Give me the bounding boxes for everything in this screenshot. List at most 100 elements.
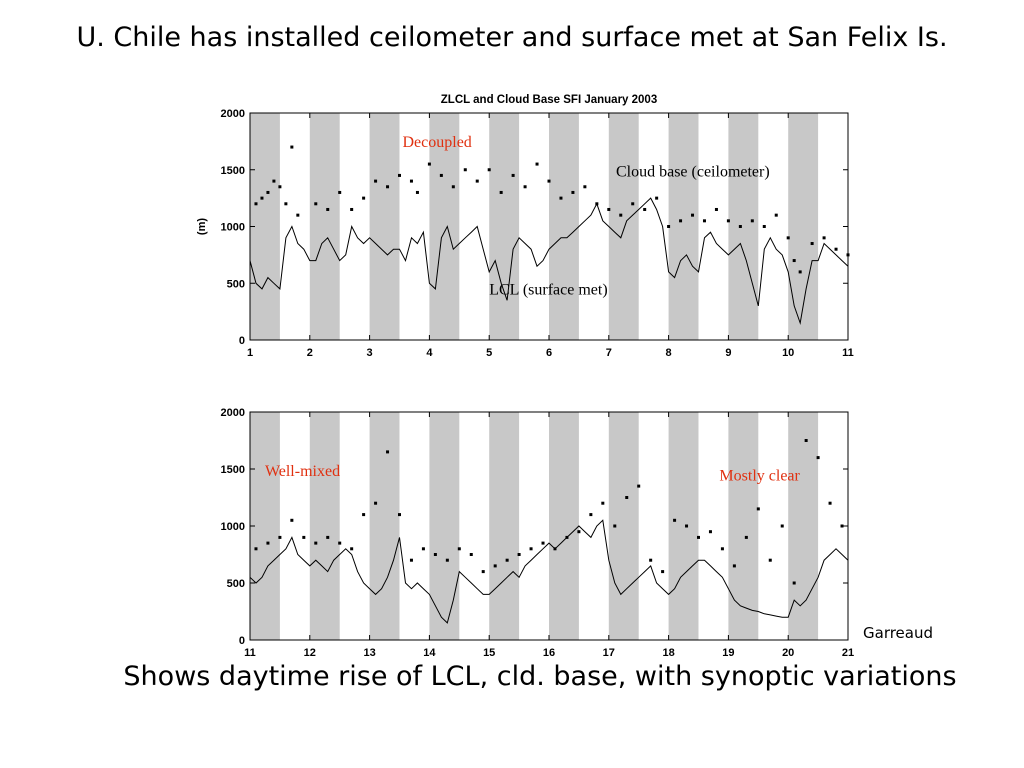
shaded-band bbox=[668, 412, 699, 640]
cloud-base-point bbox=[523, 185, 527, 189]
cloud-base-point bbox=[834, 247, 838, 251]
shaded-band bbox=[369, 412, 400, 640]
cloud-base-point bbox=[290, 518, 294, 522]
cloud-base-point bbox=[708, 530, 712, 534]
cloud-base-point bbox=[284, 202, 288, 206]
cloud-base-point bbox=[738, 225, 742, 228]
cloud-base-point bbox=[451, 185, 455, 189]
cloud-base-point bbox=[762, 225, 766, 228]
cloud-base-point bbox=[685, 524, 689, 528]
cloud-base-point bbox=[278, 185, 282, 189]
shaded-band bbox=[429, 113, 460, 340]
x-tick-label: 1 bbox=[247, 347, 253, 359]
cloud-base-point bbox=[260, 196, 264, 200]
x-tick-label: 11 bbox=[244, 647, 256, 659]
cloud-base-point bbox=[374, 501, 378, 505]
cloud-base-point bbox=[607, 207, 611, 211]
x-tick-label: 5 bbox=[486, 347, 492, 359]
cloud-base-point bbox=[559, 196, 563, 200]
cloud-base-point bbox=[601, 501, 605, 505]
cloud-base-point bbox=[673, 518, 677, 522]
shaded-band bbox=[608, 113, 639, 340]
cloud-base-point bbox=[254, 547, 258, 551]
cloud-base-point bbox=[386, 450, 390, 454]
cloud-base-point bbox=[439, 173, 443, 177]
shaded-band bbox=[489, 113, 520, 340]
y-tick-label: 2000 bbox=[221, 108, 245, 120]
cloud-base-point bbox=[481, 570, 485, 574]
cloud-base-point bbox=[822, 236, 826, 240]
shaded-band bbox=[489, 412, 520, 640]
cloud-base-point bbox=[457, 547, 461, 551]
cloud-base-point bbox=[463, 168, 467, 172]
cloud-base-point bbox=[487, 168, 491, 172]
y-tick-label: 1000 bbox=[221, 521, 245, 533]
cloud-base-point bbox=[846, 253, 850, 257]
cloud-base-point bbox=[511, 173, 515, 177]
y-tick-label: 0 bbox=[239, 635, 245, 647]
cloud-base-point bbox=[655, 196, 659, 200]
cloud-base-point bbox=[433, 553, 437, 556]
cloud-base-point bbox=[792, 259, 796, 263]
cloud-base-point bbox=[535, 162, 539, 166]
x-tick-label: 14 bbox=[423, 647, 436, 659]
cloud-base-point bbox=[427, 162, 431, 166]
cloud-base-point bbox=[493, 564, 497, 568]
cloud-base-point bbox=[338, 190, 342, 194]
y-axis-label: (m) bbox=[196, 218, 208, 235]
y-tick-label: 1500 bbox=[221, 464, 245, 476]
cloud-base-point bbox=[595, 202, 599, 206]
cloud-base-point bbox=[702, 219, 706, 223]
cloud-base-point bbox=[619, 213, 623, 217]
shaded-band bbox=[668, 113, 699, 340]
chart-annotation: Mostly clear bbox=[719, 467, 800, 484]
shaded-band bbox=[549, 113, 579, 340]
x-tick-label: 21 bbox=[842, 647, 854, 659]
cloud-base-point bbox=[547, 179, 551, 183]
x-tick-label: 6 bbox=[546, 347, 552, 359]
cloud-base-point bbox=[541, 541, 545, 545]
cloud-base-point bbox=[278, 535, 282, 539]
cloud-base-point bbox=[505, 558, 509, 562]
shaded-band bbox=[728, 113, 759, 340]
cloud-base-point bbox=[499, 190, 503, 194]
cloud-base-point bbox=[774, 213, 778, 217]
cloud-base-point bbox=[840, 524, 844, 528]
shaded-band bbox=[309, 412, 340, 640]
y-tick-label: 1000 bbox=[221, 222, 245, 234]
cloud-base-point bbox=[697, 535, 700, 539]
cloud-base-point bbox=[714, 207, 718, 211]
y-tick-label: 1500 bbox=[221, 165, 245, 177]
cloud-base-point bbox=[804, 439, 808, 442]
y-tick-label: 500 bbox=[227, 278, 245, 290]
cloud-base-point bbox=[589, 513, 593, 517]
y-tick-label: 2000 bbox=[221, 407, 245, 419]
cloud-base-point bbox=[637, 484, 641, 488]
cloud-base-point bbox=[398, 173, 401, 177]
cloud-base-point bbox=[475, 179, 479, 183]
cloud-base-point bbox=[810, 242, 814, 246]
cloud-base-point bbox=[350, 547, 354, 551]
cloud-base-point bbox=[565, 535, 569, 539]
x-tick-label: 7 bbox=[606, 347, 612, 359]
cloud-base-point bbox=[649, 558, 653, 562]
cloud-base-point bbox=[362, 196, 366, 200]
x-tick-label: 10 bbox=[782, 347, 794, 359]
cloud-base-point bbox=[445, 558, 449, 562]
shaded-band bbox=[549, 412, 579, 640]
cloud-base-point bbox=[613, 524, 617, 528]
cloud-base-point bbox=[750, 219, 754, 223]
x-tick-label: 19 bbox=[722, 647, 734, 659]
cloud-base-point bbox=[625, 496, 629, 499]
chart-annotation: Decoupled bbox=[402, 134, 471, 151]
x-tick-label: 15 bbox=[483, 647, 495, 659]
chart-annotation: LCL (surface met) bbox=[489, 282, 607, 299]
cloud-base-point bbox=[326, 535, 330, 539]
cloud-base-point bbox=[266, 541, 270, 545]
cloud-base-point bbox=[643, 207, 647, 211]
cloud-base-point bbox=[756, 507, 760, 511]
chart-annotation: Well-mixed bbox=[265, 463, 340, 480]
cloud-base-point bbox=[374, 179, 378, 183]
cloud-base-point bbox=[302, 535, 306, 539]
